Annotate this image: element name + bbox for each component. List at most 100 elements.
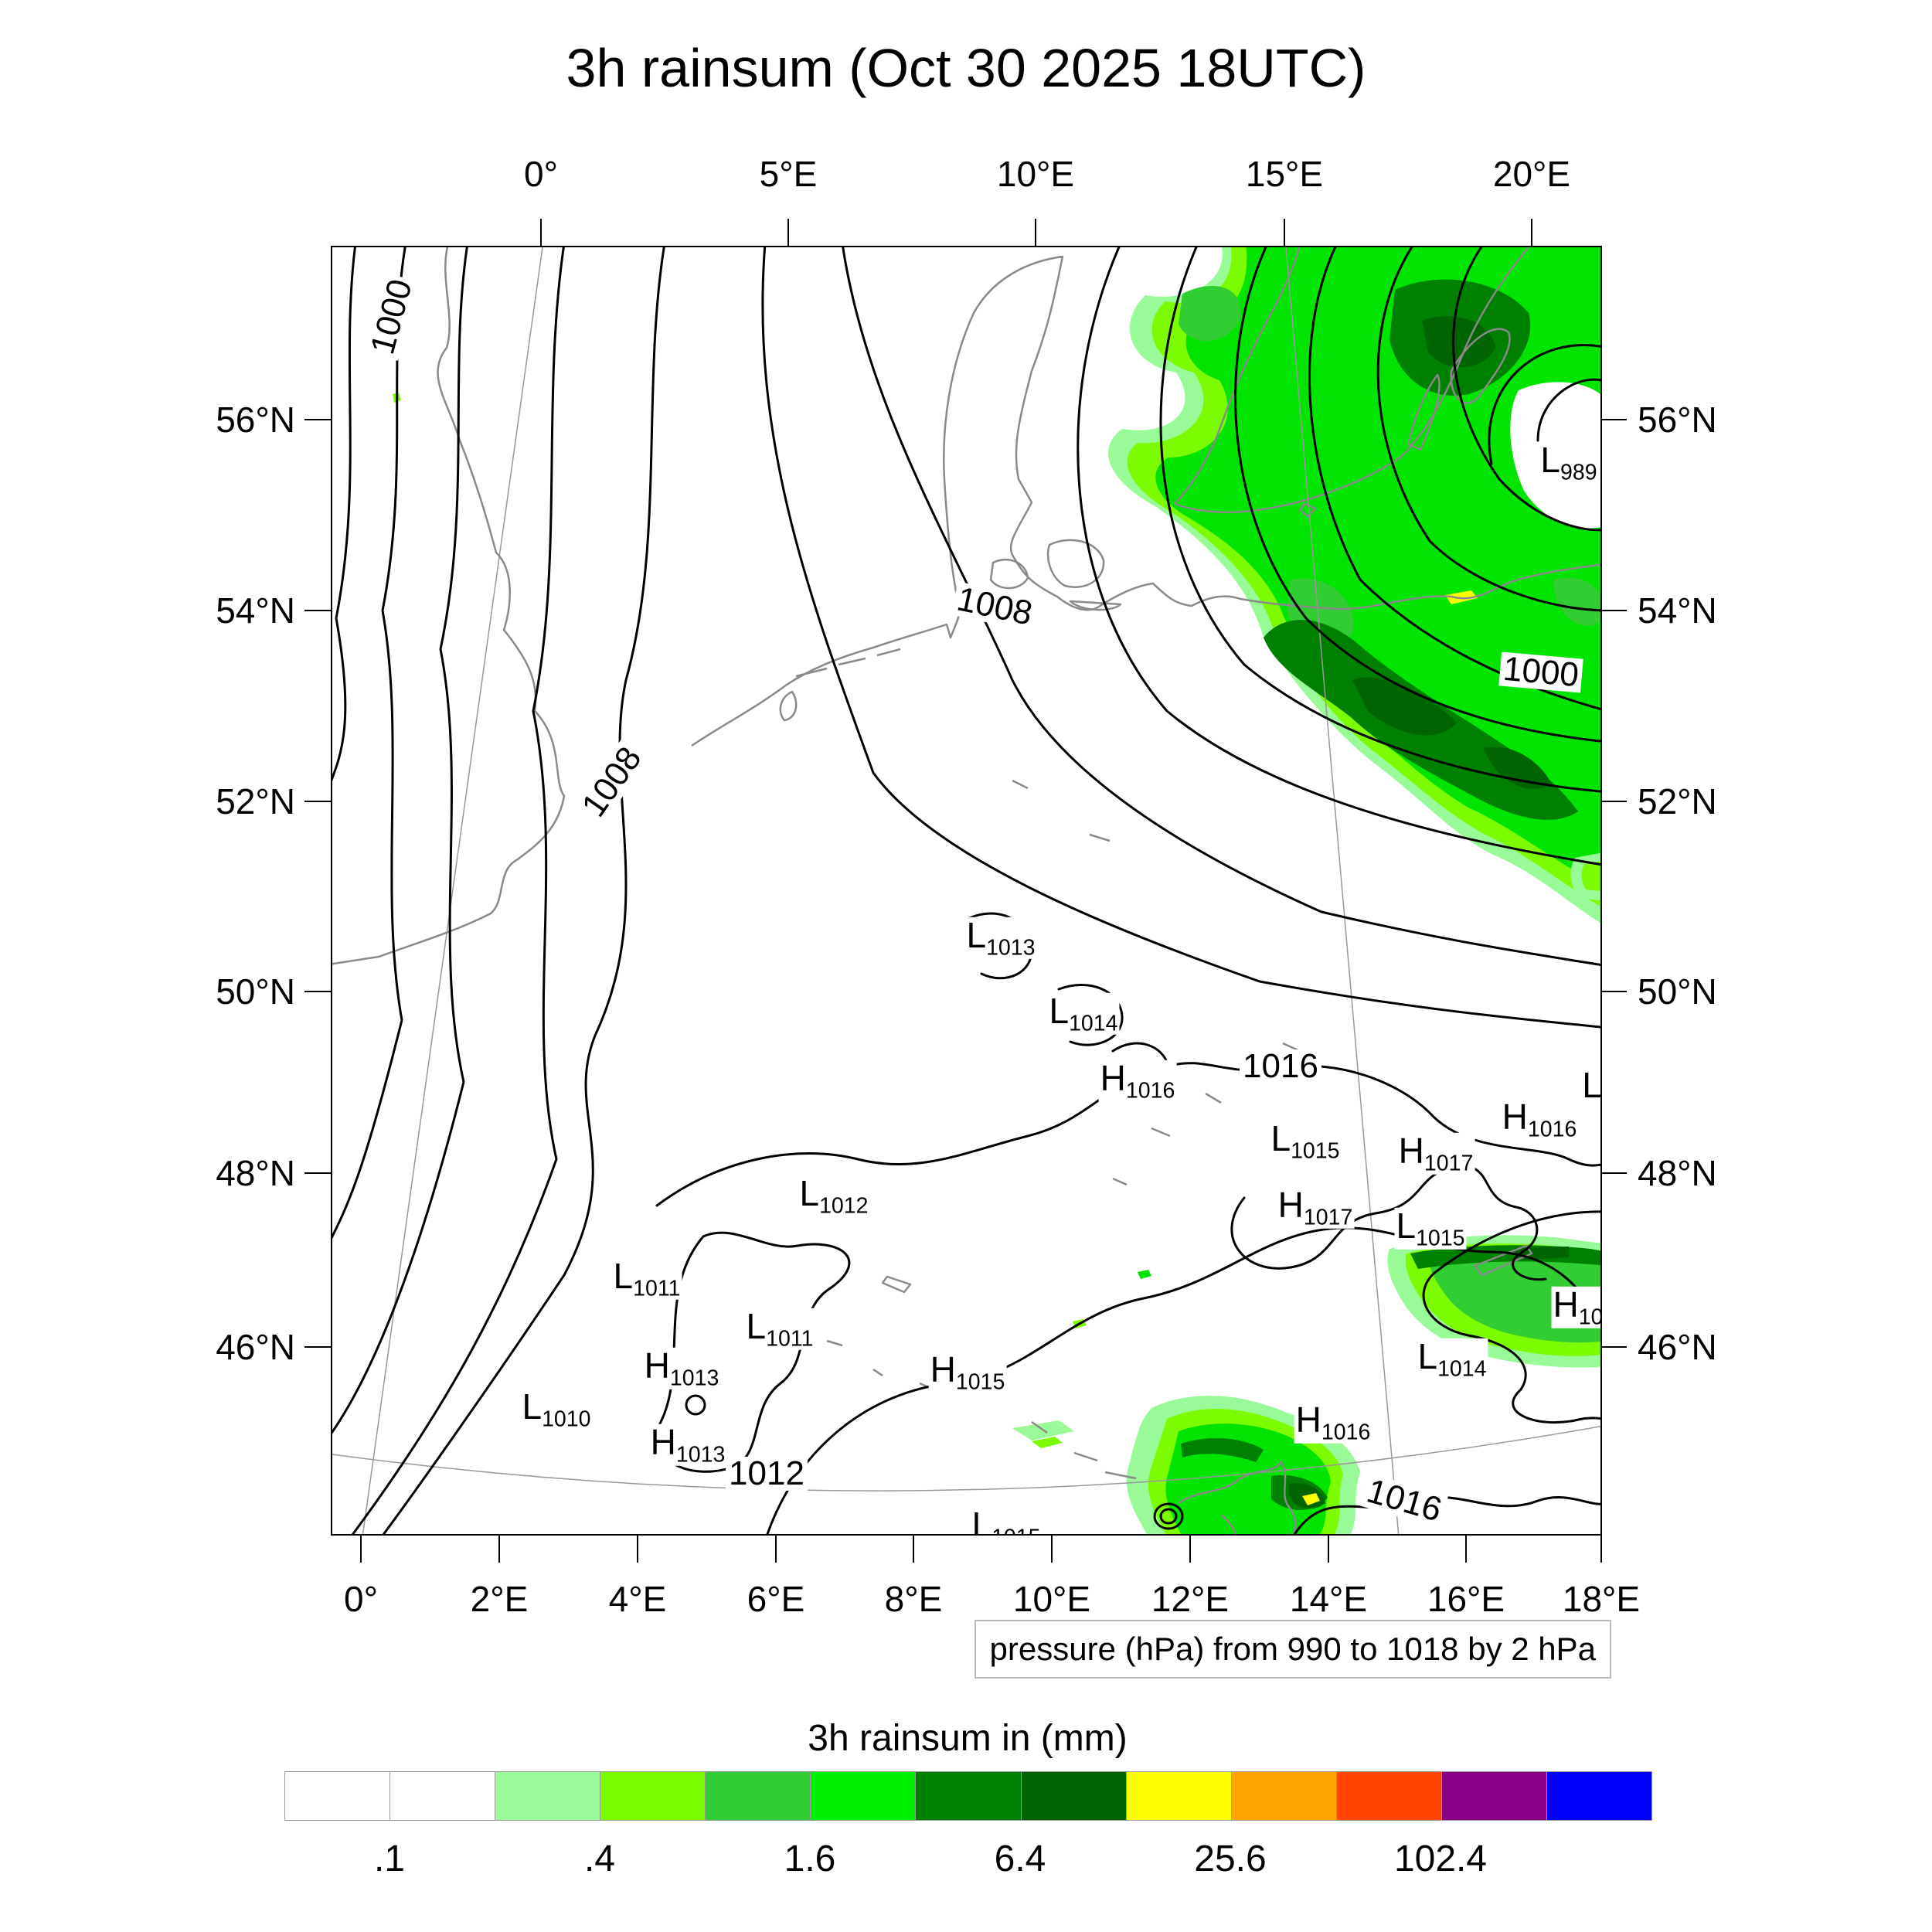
marker-value: 1014	[1069, 1011, 1118, 1036]
top-axis-ticks	[540, 219, 1532, 247]
marker-letter: L	[1417, 1335, 1438, 1376]
bottom-axis-label: 10°E	[1012, 1579, 1091, 1619]
marker-letter: H	[1100, 1057, 1126, 1098]
contour-label: 1000	[1498, 650, 1583, 694]
marker-letter: H	[930, 1349, 956, 1389]
left-axis-ticks	[304, 419, 331, 1348]
marker-value: 1013	[669, 1366, 719, 1391]
coast-britain	[332, 247, 566, 965]
marker-value: 1015	[992, 1526, 1040, 1534]
contour-label: 1012	[726, 1457, 808, 1491]
right-axis-label: 48°N	[1638, 1153, 1717, 1193]
bottom-axis-ticks	[360, 1536, 1602, 1563]
marker-value: 1010	[542, 1406, 591, 1432]
right-axis-ticks	[1600, 419, 1627, 1348]
colorbar-tick-label: 25.6	[1194, 1838, 1267, 1879]
colorbar-cell	[1126, 1772, 1232, 1820]
lake-constance	[881, 1275, 912, 1294]
bottom-axis-label: 14°E	[1289, 1579, 1368, 1619]
marker-letter: L	[746, 1305, 767, 1346]
marker-letter: L	[1582, 1064, 1602, 1105]
right-axis-label: 50°N	[1638, 971, 1717, 1012]
marker-value: 1016	[1125, 1078, 1175, 1104]
pressure-marker-high: H1017	[1276, 1184, 1355, 1230]
top-axis-label: 15°E	[1245, 154, 1324, 194]
pressure-marker-low: L1012	[798, 1172, 870, 1219]
contour-label: 1016	[1240, 1049, 1321, 1083]
coast-sweden	[1174, 247, 1530, 514]
top-axis-label: 5°E	[759, 154, 818, 194]
colorbar-tick-label: .1	[373, 1838, 406, 1879]
colorbar-cell	[1336, 1772, 1442, 1820]
bottom-axis-label: 16°E	[1427, 1579, 1505, 1619]
left-axis-label: 48°N	[216, 1153, 295, 1193]
pressure-marker-low: L989	[1539, 441, 1599, 485]
map-drawing	[332, 247, 1600, 1534]
marker-value: 1012	[819, 1193, 869, 1219]
pressure-marker-low: L1014	[1047, 990, 1120, 1036]
colorbar-cell	[1231, 1772, 1337, 1820]
bottom-axis-label: 8°E	[884, 1579, 943, 1619]
coast-danish-isles	[989, 502, 1317, 611]
marker-letter: L	[799, 1172, 820, 1213]
colorbar-cell	[1021, 1772, 1127, 1820]
marker-letter: L	[1049, 990, 1070, 1031]
pressure-marker-low: L1011	[611, 1255, 682, 1301]
pressure-marker-low: L1013	[964, 917, 1037, 961]
left-axis-label: 46°N	[216, 1327, 295, 1367]
bottom-axis-label: 12°E	[1151, 1579, 1230, 1619]
colorbar-tick-label: 6.4	[994, 1838, 1046, 1879]
marker-value: 1017	[1303, 1205, 1353, 1230]
pressure-marker-high: H1013	[648, 1421, 727, 1468]
pressure-contours	[332, 247, 1600, 1534]
graticule	[332, 247, 1600, 1534]
colorbar-cell	[1546, 1772, 1652, 1820]
coastlines	[332, 247, 1600, 1534]
marker-letter: H	[1553, 1284, 1579, 1325]
marker-letter: H	[1277, 1184, 1304, 1225]
colorbar-cell	[285, 1772, 391, 1820]
colorbar-cell	[390, 1772, 496, 1820]
marker-letter: L	[613, 1255, 634, 1296]
marker-value: 1015	[1416, 1226, 1465, 1251]
colorbar-tick-label: .4	[583, 1838, 616, 1879]
marker-letter: L	[522, 1386, 543, 1427]
pressure-marker-low: L1015	[1394, 1207, 1467, 1251]
colorbar-cell	[495, 1772, 601, 1820]
right-axis-label: 46°N	[1638, 1327, 1717, 1367]
left-axis-label: 50°N	[216, 971, 295, 1012]
bottom-axis-label: 18°E	[1562, 1579, 1641, 1619]
pressure-marker-low: L1014	[1416, 1335, 1488, 1382]
pressure-marker-high: H1016	[1098, 1057, 1177, 1104]
coast-continent	[691, 255, 1600, 747]
marker-letter: H	[1398, 1130, 1424, 1171]
bottom-axis-label: 0°	[344, 1579, 378, 1619]
pressure-marker-low: L	[1580, 1064, 1602, 1110]
coast-ijsselmeer	[779, 690, 798, 722]
marker-value: 1013	[675, 1442, 726, 1468]
marker-letter: H	[1295, 1399, 1321, 1440]
pressure-marker-high: H1016	[1500, 1098, 1579, 1142]
marker-letter: H	[644, 1345, 670, 1386]
coast-gotland	[1406, 328, 1511, 451]
marker-value: 1017	[1423, 1151, 1474, 1176]
bottom-axis-label: 4°E	[608, 1579, 667, 1619]
marker-value: 1016	[1321, 1420, 1371, 1445]
pressure-marker-low: L1015	[1269, 1120, 1342, 1163]
right-axis-label: 54°N	[1638, 590, 1717, 631]
top-axis-label: 0°	[524, 154, 558, 194]
marker-value: 989	[1560, 460, 1597, 485]
marker-value: 1011	[633, 1276, 681, 1301]
coast-adriatic	[1178, 1461, 1297, 1534]
colorbar-cell	[706, 1772, 811, 1820]
pressure-marker-high: H1013	[642, 1345, 721, 1391]
marker-value: 1014	[1437, 1356, 1487, 1382]
marker-value: 1016	[1527, 1117, 1577, 1142]
marker-value: 1013	[986, 935, 1036, 961]
colorbar-cell	[811, 1772, 917, 1820]
marker-letter: H	[650, 1421, 676, 1462]
marker-value: 10	[1578, 1304, 1602, 1330]
colorbar-cell	[600, 1772, 706, 1820]
marker-value: 1015	[955, 1369, 1005, 1395]
colorbar	[284, 1771, 1652, 1821]
